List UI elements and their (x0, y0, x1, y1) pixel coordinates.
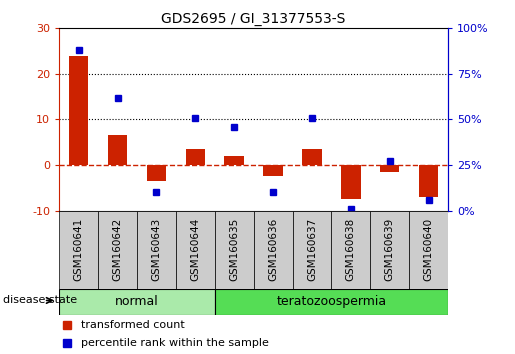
Bar (253, 211, 293, 289)
Text: GSM160641: GSM160641 (74, 218, 83, 281)
Bar (59, 211, 98, 289)
Bar (341, 165, 360, 199)
Bar (380, 165, 400, 172)
Text: GSM160644: GSM160644 (191, 218, 200, 281)
Text: percentile rank within the sample: percentile rank within the sample (81, 338, 268, 348)
Bar (263, 165, 283, 176)
Text: GSM160640: GSM160640 (424, 218, 434, 281)
Bar (332, 211, 370, 289)
Bar (215, 289, 448, 315)
Bar (59, 289, 215, 315)
Text: disease state: disease state (3, 295, 77, 305)
Text: normal: normal (115, 295, 159, 308)
Bar (98, 211, 137, 289)
Bar (176, 211, 215, 289)
Bar (147, 165, 166, 181)
Bar (370, 211, 409, 289)
Text: GSM160639: GSM160639 (385, 218, 394, 281)
Bar (293, 211, 332, 289)
Text: GSM160635: GSM160635 (229, 218, 239, 281)
Text: GSM160637: GSM160637 (307, 218, 317, 281)
Bar (419, 165, 438, 197)
Bar (409, 211, 448, 289)
Bar (185, 149, 205, 165)
Text: GSM160642: GSM160642 (113, 218, 123, 281)
Text: transformed count: transformed count (81, 320, 184, 330)
Bar (302, 149, 322, 165)
Title: GDS2695 / GI_31377553-S: GDS2695 / GI_31377553-S (161, 12, 346, 26)
Text: teratozoospermia: teratozoospermia (277, 295, 386, 308)
Text: GSM160638: GSM160638 (346, 218, 356, 281)
Text: GSM160643: GSM160643 (151, 218, 161, 281)
Bar (69, 56, 89, 165)
Text: GSM160636: GSM160636 (268, 218, 278, 281)
Bar (137, 211, 176, 289)
Bar (225, 156, 244, 165)
Bar (215, 211, 253, 289)
Bar (108, 136, 127, 165)
